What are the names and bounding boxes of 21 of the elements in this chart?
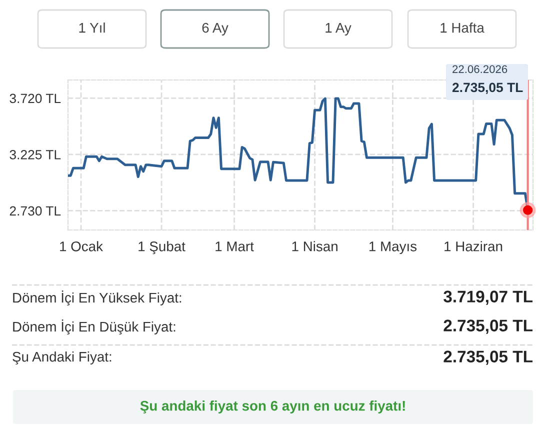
y-tick-label: 3.720 TL bbox=[10, 94, 61, 104]
text: 1 Hafta bbox=[440, 22, 484, 33]
text: 3.719,07 TL bbox=[444, 290, 532, 305]
text: Dönem İçi En Düşük Fiyat: bbox=[13, 320, 176, 334]
y-tick-label: 2.730 TL bbox=[10, 206, 61, 216]
x-tick-label: 1 Nisan bbox=[292, 241, 338, 252]
text: 1 Ay bbox=[326, 23, 352, 36]
y-tick-label: 3.225 TL bbox=[10, 150, 61, 160]
text: 2.735,05 TL bbox=[444, 320, 532, 334]
x-tick-label: 1 Haziran bbox=[444, 241, 502, 252]
text: Şu andaki fiyat son 6 ayın en ucuz fiyatı! bbox=[140, 400, 405, 414]
text: 1 Yıl bbox=[79, 22, 105, 33]
text: Şu Andaki Fiyat: bbox=[12, 351, 112, 365]
x-tick-label: 1 Mart bbox=[216, 242, 254, 252]
annotation: 22.06.2026 2.735,05 TL bbox=[452, 65, 523, 94]
x-tick-label: 1 Mayıs bbox=[369, 242, 417, 254]
text: 6 Ay bbox=[202, 22, 228, 36]
text: 2.735,05 TL bbox=[444, 350, 532, 365]
x-tick-label: 1 Şubat bbox=[138, 241, 186, 254]
text: Dönem İçi En Yüksek Fiyat: bbox=[13, 290, 182, 306]
x-tick-label: 1 Ocak bbox=[60, 241, 104, 252]
